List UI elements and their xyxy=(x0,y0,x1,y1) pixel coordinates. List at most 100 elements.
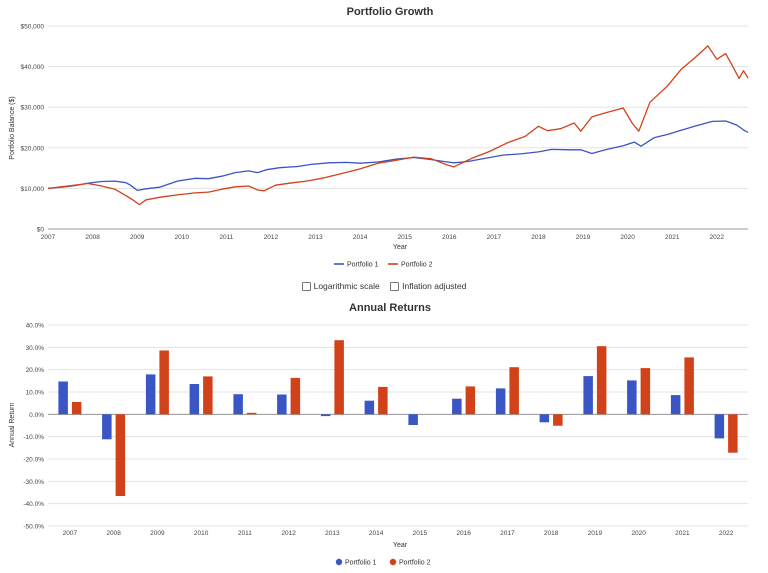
returns-x-tick-label: 2017 xyxy=(500,530,515,537)
log-scale-checkbox[interactable] xyxy=(301,281,311,291)
returns-x-tick-label: 2019 xyxy=(588,530,603,537)
returns-x-tick-label: 2022 xyxy=(719,530,734,537)
growth-y-tick-label: $30,000 xyxy=(21,105,45,112)
returns-x-tick-label: 2013 xyxy=(325,530,340,537)
returns-x-tick-label: 2014 xyxy=(369,530,384,537)
returns-y-tick-label: 40.0% xyxy=(26,323,45,330)
log-scale-label: Logarithmic scale xyxy=(313,281,380,291)
returns-x-tick-label: 2008 xyxy=(106,530,121,537)
returns-bars xyxy=(58,340,738,496)
return-bar-portfolio-2 xyxy=(290,377,301,415)
returns-legend-label-2: Portfolio 2 xyxy=(399,560,431,567)
growth-y-ticks: $0 $10,000 $20,000 $30,000 $40,000 $50,000 xyxy=(21,24,45,234)
returns-x-tick-label: 2016 xyxy=(456,530,471,537)
returns-x-ticks: 2007 2008 2009 2010 2011 2012 2013 2014 2015 2016… xyxy=(63,530,734,537)
growth-y-tick-label: $40,000 xyxy=(21,64,45,71)
growth-grid xyxy=(48,25,748,230)
returns-x-axis-label: Year xyxy=(393,542,408,549)
returns-x-tick-label: 2011 xyxy=(238,530,252,537)
growth-y-tick-label: $10,000 xyxy=(21,186,45,193)
return-bar-portfolio-1 xyxy=(539,414,550,423)
return-bar-portfolio-1 xyxy=(320,414,331,417)
growth-x-tick-label: 2017 xyxy=(487,234,502,241)
growth-series-lines xyxy=(47,45,749,206)
return-bar-portfolio-2 xyxy=(246,412,257,415)
return-bar-portfolio-2 xyxy=(728,414,738,453)
return-bar-portfolio-1 xyxy=(102,414,112,440)
portfolio-growth-chart: Portfolio Growth $0 $10,000 $20,000 $30,000… xyxy=(9,6,749,269)
return-bar-portfolio-2 xyxy=(115,414,126,496)
returns-y-tick-label: 20.0% xyxy=(26,367,45,374)
returns-x-tick-label: 2020 xyxy=(631,530,646,537)
return-bar-portfolio-2 xyxy=(640,368,651,415)
growth-legend-label-1: Portfolio 1 xyxy=(347,262,379,269)
growth-x-tick-label: 2009 xyxy=(130,234,145,241)
return-bar-portfolio-2 xyxy=(684,357,694,415)
return-bar-portfolio-1 xyxy=(189,384,200,415)
growth-x-tick-label: 2014 xyxy=(353,234,368,241)
return-bar-portfolio-2 xyxy=(203,376,213,415)
returns-x-tick-label: 2009 xyxy=(150,530,165,537)
return-bar-portfolio-1 xyxy=(145,374,156,415)
returns-x-tick-label: 2015 xyxy=(413,530,428,537)
growth-x-axis-label: Year xyxy=(393,244,408,251)
returns-legend-swatch-2 xyxy=(389,558,397,566)
inflation-option[interactable]: Inflation adjusted xyxy=(390,281,466,291)
return-bar-portfolio-2 xyxy=(334,340,344,415)
returns-chart-title: Annual Returns xyxy=(349,302,431,314)
returns-y-axis-label: Annual Return xyxy=(9,403,16,448)
returns-y-tick-label: -50.0% xyxy=(23,524,44,531)
return-bar-portfolio-2 xyxy=(378,386,388,415)
growth-x-tick-label: 2013 xyxy=(308,234,323,241)
growth-x-tick-label: 2007 xyxy=(41,234,56,241)
growth-x-tick-label: 2010 xyxy=(175,234,190,241)
return-bar-portfolio-1 xyxy=(364,400,375,415)
growth-x-tick-label: 2008 xyxy=(85,234,100,241)
returns-legend-label-1: Portfolio 1 xyxy=(345,560,377,567)
returns-x-tick-label: 2018 xyxy=(544,530,559,537)
annual-returns-chart: Annual Returns -50.0%-40.0%-30.0%-20.0%-… xyxy=(9,302,748,567)
returns-y-tick-label: -10.0% xyxy=(23,434,44,441)
return-bar-portfolio-1 xyxy=(583,376,593,415)
growth-x-ticks: 2007 2008 2009 2010 2011 2012 2013 2014 2015 2016… xyxy=(41,234,725,241)
return-bar-portfolio-1 xyxy=(495,388,506,415)
growth-x-tick-label: 2011 xyxy=(219,234,233,241)
return-bar-portfolio-2 xyxy=(465,386,476,415)
return-bar-portfolio-1 xyxy=(452,398,462,415)
returns-x-tick-label: 2012 xyxy=(281,530,296,537)
growth-y-tick-label: $0 xyxy=(37,227,45,234)
return-bar-portfolio-1 xyxy=(58,381,68,415)
returns-y-tick-label: 0.0% xyxy=(29,412,44,419)
growth-y-tick-label: $50,000 xyxy=(21,24,45,31)
log-scale-option[interactable]: Logarithmic scale xyxy=(301,281,380,291)
returns-x-tick-label: 2021 xyxy=(675,530,690,537)
return-bar-portfolio-1 xyxy=(408,414,418,425)
return-bar-portfolio-2 xyxy=(553,414,563,426)
returns-y-tick-label: -40.0% xyxy=(23,501,44,508)
return-bar-portfolio-2 xyxy=(509,367,519,415)
returns-y-tick-label: -30.0% xyxy=(23,479,44,486)
growth-y-axis-label: Portfolio Balance ($) xyxy=(9,96,16,159)
growth-x-tick-label: 2020 xyxy=(620,234,635,241)
returns-legend-swatch-1 xyxy=(335,558,343,566)
return-bar-portfolio-2 xyxy=(596,346,607,415)
return-bar-portfolio-2 xyxy=(159,350,169,415)
returns-y-ticks: -50.0% -40.0% -30.0% -20.0% -10.0% 0.0% 10.0% 2… xyxy=(23,323,44,531)
return-bar-portfolio-1 xyxy=(277,394,287,415)
returns-x-tick-label: 2007 xyxy=(63,530,78,537)
returns-y-tick-label: 30.0% xyxy=(26,345,45,352)
returns-legend: Portfolio 1 Portfolio 2 xyxy=(335,558,431,567)
growth-x-tick-label: 2022 xyxy=(710,234,725,241)
inflation-checkbox[interactable] xyxy=(390,281,400,291)
growth-chart-title: Portfolio Growth xyxy=(347,6,434,18)
growth-y-tick-label: $20,000 xyxy=(21,145,45,152)
growth-legend-label-2: Portfolio 2 xyxy=(401,262,433,269)
return-bar-portfolio-1 xyxy=(670,395,681,415)
return-bar-portfolio-1 xyxy=(714,414,725,439)
inflation-label: Inflation adjusted xyxy=(402,281,467,291)
return-bar-portfolio-2 xyxy=(71,402,82,415)
growth-line-portfolio-1 xyxy=(47,120,749,192)
returns-y-tick-label: 10.0% xyxy=(26,390,45,397)
chart-options: Logarithmic scale Inflation adjusted xyxy=(0,281,768,293)
growth-x-tick-label: 2019 xyxy=(576,234,591,241)
